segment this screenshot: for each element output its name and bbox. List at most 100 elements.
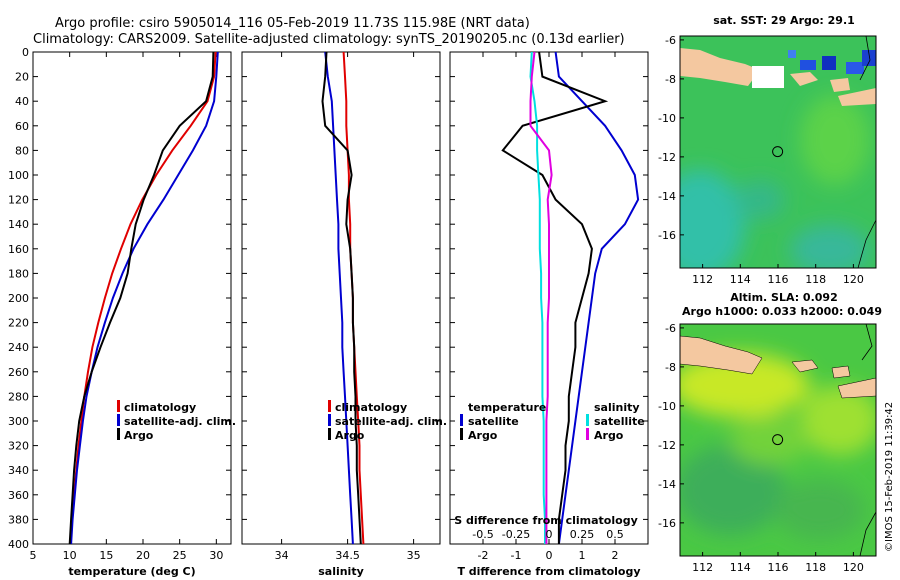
series-argo bbox=[68, 52, 215, 544]
title-line-1: Argo profile: csiro 5905014_116 05-Feb-2… bbox=[55, 16, 530, 31]
sla-map-title-1: Altim. SLA: 0.092 bbox=[730, 291, 837, 304]
s-difference-top-label: S difference from climatology bbox=[454, 514, 638, 527]
lon-tick-label: 112 bbox=[692, 561, 713, 574]
legend-swatch-satellite bbox=[328, 414, 331, 426]
y-tick-label: 240 bbox=[8, 341, 29, 354]
series-t-argo bbox=[501, 52, 609, 544]
series-s-argo bbox=[529, 52, 553, 544]
sla-map-axes: 112 114 116 118 120 -6 -8 -10 -12 -14 -16 bbox=[658, 322, 864, 574]
lat-tick-label: -8 bbox=[665, 73, 676, 86]
lon-tick-label: 114 bbox=[730, 561, 751, 574]
lon-tick-label: 114 bbox=[730, 273, 751, 286]
temperature-legend: climatology satellite-adj. clim. Argo bbox=[117, 400, 236, 442]
timestamp: ©IMOS 15-Feb-2019 11:39:42 bbox=[884, 402, 895, 552]
sla-land-java bbox=[680, 335, 763, 375]
lat-tick-label: -16 bbox=[658, 229, 676, 242]
sst-hot-pixels bbox=[862, 50, 876, 66]
sst-warm-patch bbox=[800, 95, 870, 185]
sst-map bbox=[680, 36, 876, 268]
sla-mid-patch bbox=[730, 415, 810, 465]
x-tick-label: 20 bbox=[136, 549, 150, 562]
x-tick-label: 10 bbox=[63, 549, 77, 562]
legend-satellite-adj: satellite-adj. clim. bbox=[124, 415, 236, 428]
series-satellite-adj-clim- bbox=[70, 52, 219, 544]
difference-legend: temperature satellite Argo salinity sate… bbox=[460, 401, 645, 442]
lon-tick-label: 120 bbox=[843, 273, 864, 286]
lat-tick-label: -14 bbox=[658, 190, 676, 203]
legend-salinity-title: salinity bbox=[594, 401, 640, 414]
lat-tick-label: -6 bbox=[665, 322, 676, 335]
legend-t-argo: Argo bbox=[468, 429, 498, 442]
legend-climatology: climatology bbox=[335, 401, 407, 414]
x-tick-label: -2 bbox=[478, 549, 489, 562]
sst-land-lombok bbox=[830, 78, 850, 92]
legend-swatch-satellite bbox=[117, 414, 120, 426]
y-tick-label: 360 bbox=[8, 489, 29, 502]
top-tick-label: -0.25 bbox=[502, 528, 530, 541]
lon-tick-label: 112 bbox=[692, 273, 713, 286]
y-tick-label: 220 bbox=[8, 317, 29, 330]
lon-tick-label: 118 bbox=[805, 561, 826, 574]
difference-xlabel: T difference from climatology bbox=[457, 565, 640, 578]
y-tick-label: 300 bbox=[8, 415, 29, 428]
lon-tick-label: 116 bbox=[768, 273, 789, 286]
y-tick-label: 340 bbox=[8, 464, 29, 477]
difference-chart: -2 -1 0 1 2 -0.5 -0.25 0 0.25 0.5 bbox=[450, 51, 648, 562]
y-tick-label: 20 bbox=[15, 71, 29, 84]
sla-high-patch bbox=[800, 385, 876, 455]
y-tick-label: 100 bbox=[8, 169, 29, 182]
top-tick-label: 0.5 bbox=[606, 528, 624, 541]
legend-swatch-t-argo bbox=[460, 428, 463, 440]
lat-tick-label: -10 bbox=[658, 112, 676, 125]
y-tick-label: 200 bbox=[8, 292, 29, 305]
series-argo bbox=[321, 52, 362, 544]
y-tick-label: 40 bbox=[15, 95, 29, 108]
x-tick-label: 1 bbox=[579, 549, 586, 562]
sla-land-sumbawa bbox=[837, 377, 876, 399]
sla-land-lombok bbox=[831, 365, 851, 379]
lat-tick-label: -6 bbox=[665, 34, 676, 47]
series-t-satellite bbox=[554, 52, 640, 544]
y-tick-label: 80 bbox=[15, 144, 29, 157]
y-tick-label: 140 bbox=[8, 218, 29, 231]
sla-low-patch bbox=[680, 445, 785, 535]
sst-cool-patch bbox=[735, 180, 785, 220]
sst-land-java bbox=[680, 48, 760, 86]
sla-high-patch bbox=[680, 353, 810, 417]
title-line-2: Climatology: CARS2009. Satellite-adjuste… bbox=[33, 32, 625, 47]
legend-swatch-argo bbox=[117, 428, 120, 440]
legend-s-satellite: satellite bbox=[594, 415, 645, 428]
lon-tick-label: 118 bbox=[805, 273, 826, 286]
sst-hot-pixels bbox=[788, 50, 796, 58]
lat-tick-label: -10 bbox=[658, 400, 676, 413]
y-tick-label: 260 bbox=[8, 366, 29, 379]
y-tick-label: 60 bbox=[15, 120, 29, 133]
legend-satellite-adj: satellite-adj. clim. bbox=[335, 415, 447, 428]
sla-map bbox=[680, 324, 876, 556]
lat-tick-label: -14 bbox=[658, 478, 676, 491]
lat-tick-label: -12 bbox=[658, 439, 676, 452]
sst-hot-pixels bbox=[822, 56, 836, 70]
sst-coastline bbox=[857, 36, 876, 268]
legend-temperature-title: temperature bbox=[468, 401, 546, 414]
y-tick-label: 160 bbox=[8, 243, 29, 256]
salinity-legend: climatology satellite-adj. clim. Argo bbox=[328, 400, 447, 442]
sst-land-bali bbox=[790, 72, 818, 86]
temperature-chart: 5 10 15 20 25 3002040608010012014016018020022… bbox=[8, 46, 231, 562]
top-tick-label: 0.25 bbox=[570, 528, 595, 541]
temperature-xlabel: temperature (deg C) bbox=[68, 565, 195, 578]
temperature-panel-frame bbox=[32, 51, 232, 545]
x-tick-label: 30 bbox=[209, 549, 223, 562]
sla-land-bali bbox=[791, 359, 819, 373]
x-tick-label: 35 bbox=[407, 549, 421, 562]
sst-land-sumbawa bbox=[838, 88, 876, 106]
legend-s-argo: Argo bbox=[594, 429, 624, 442]
salinity-chart: 34 34.5 35 bbox=[242, 51, 440, 562]
y-tick-label: 320 bbox=[8, 440, 29, 453]
lon-tick-label: 116 bbox=[768, 561, 789, 574]
legend-argo: Argo bbox=[124, 429, 154, 442]
sst-map-axes: 112 114 116 118 120 -6 -8 -10 -12 -14 -16 bbox=[658, 34, 864, 286]
x-tick-label: 25 bbox=[173, 549, 187, 562]
y-tick-label: 400 bbox=[8, 538, 29, 551]
